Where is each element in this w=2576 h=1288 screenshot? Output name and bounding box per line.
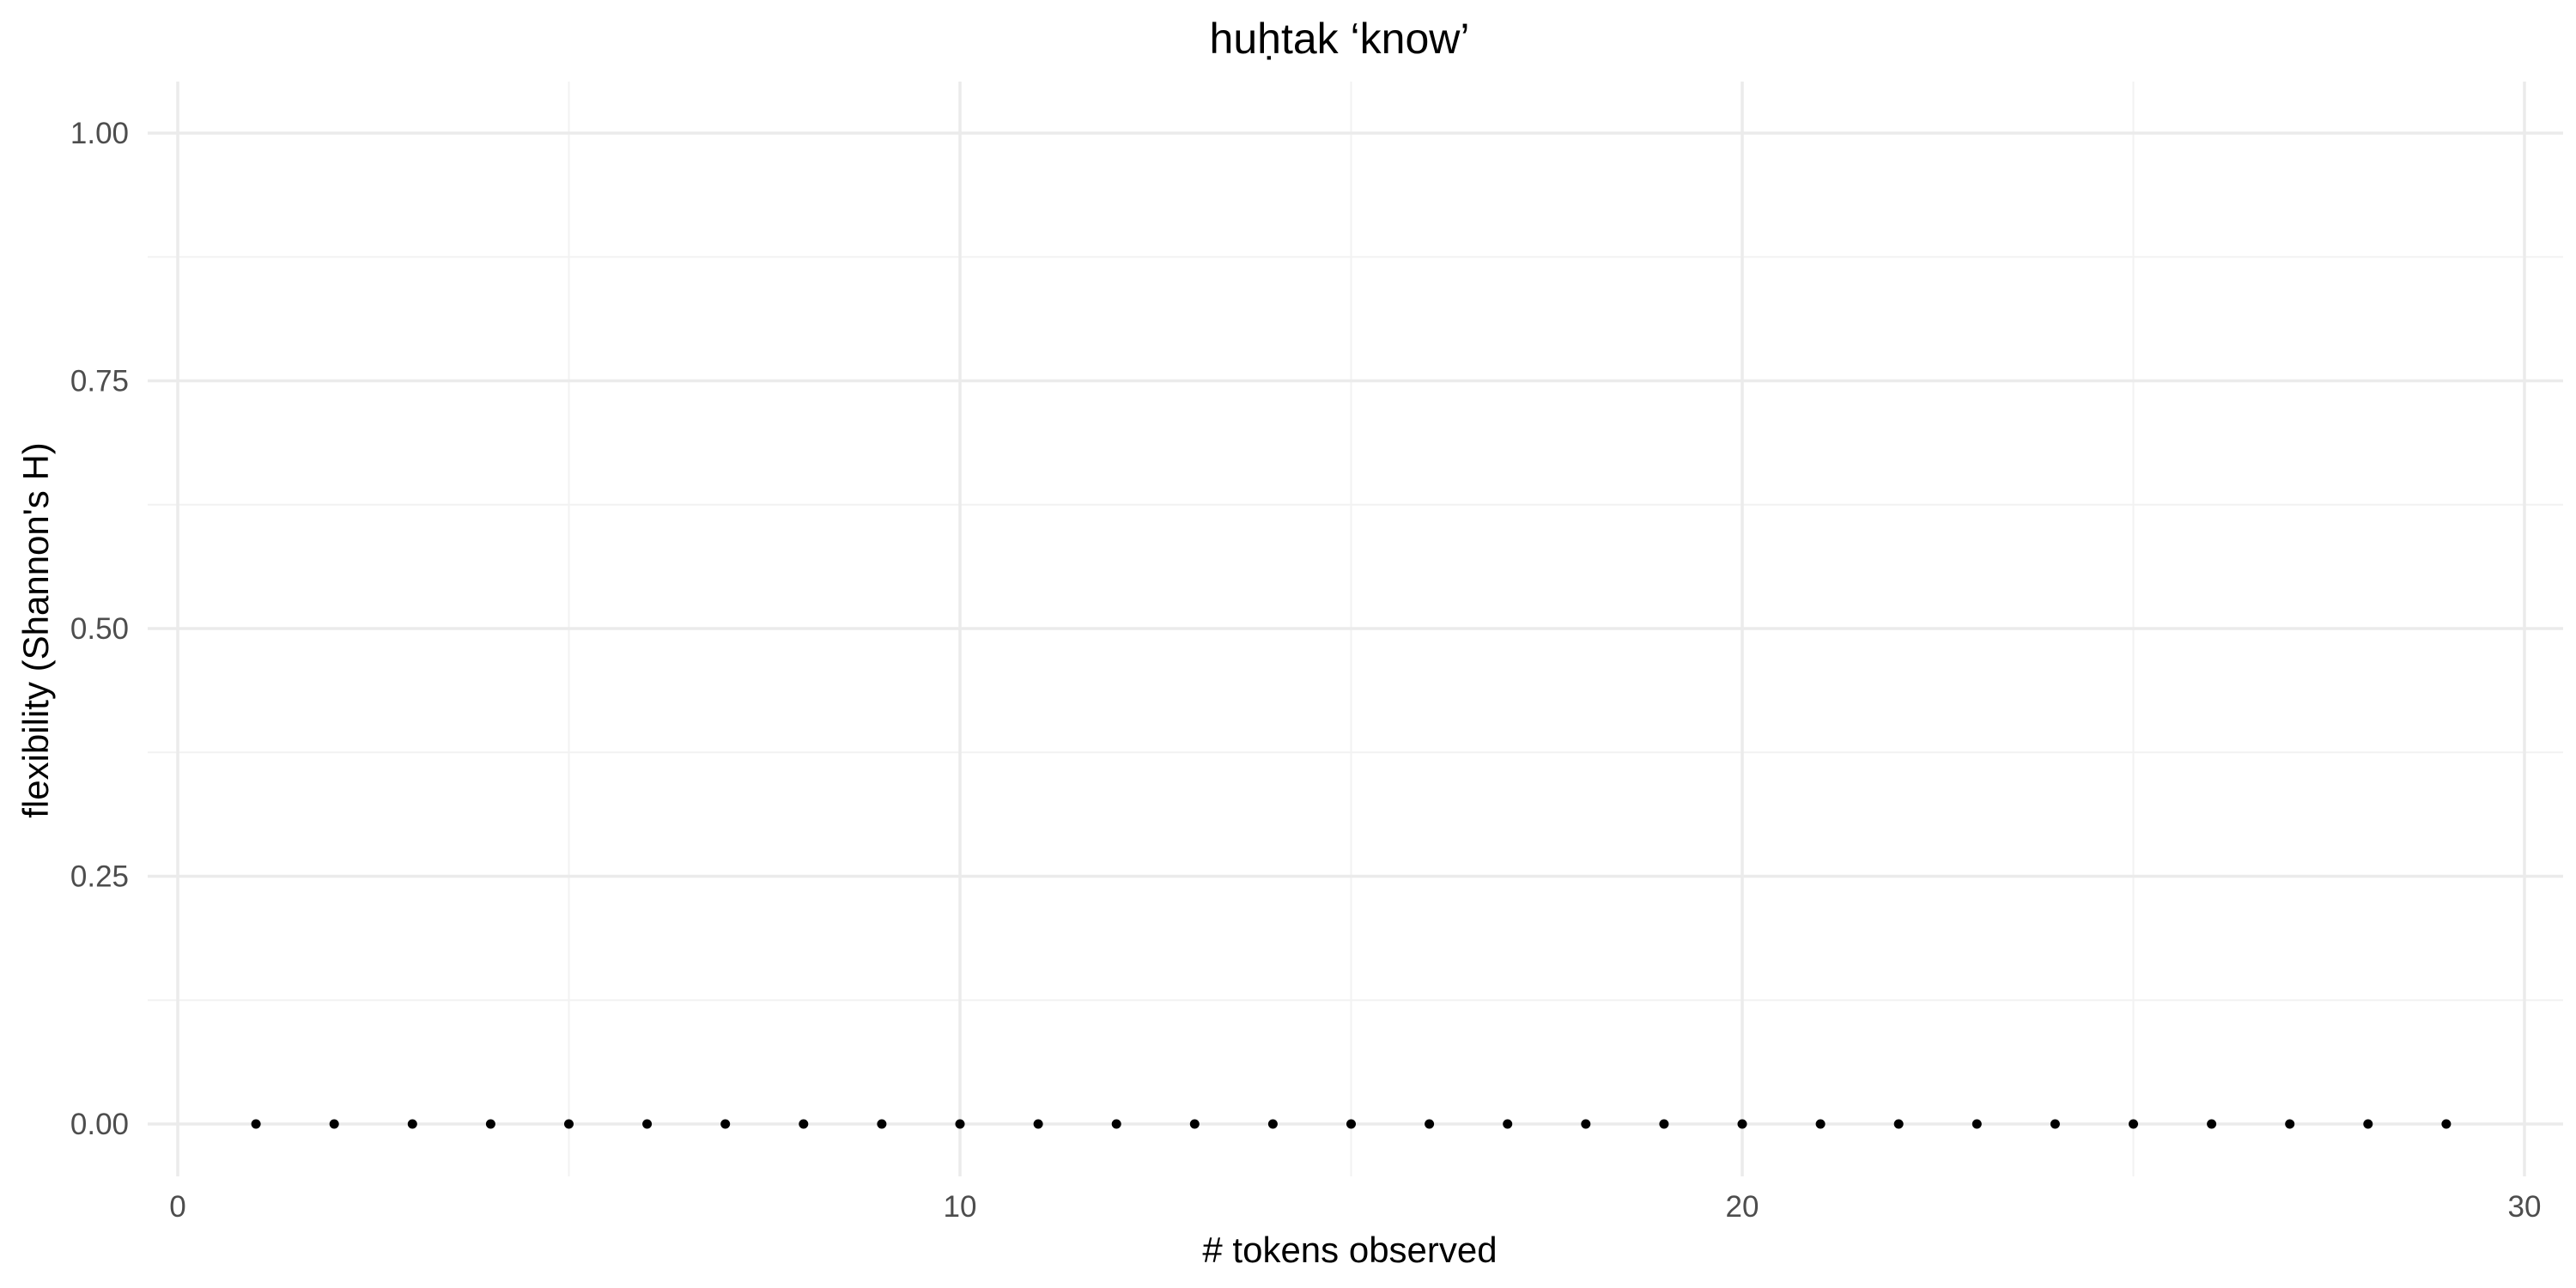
data-point xyxy=(564,1119,574,1129)
data-points xyxy=(251,1119,2451,1129)
data-point xyxy=(1581,1119,1591,1129)
data-point xyxy=(1189,1119,1200,1129)
y-tick-label: 1.00 xyxy=(70,117,129,150)
data-point xyxy=(485,1119,495,1129)
data-point xyxy=(329,1119,339,1129)
x-tick-label: 0 xyxy=(169,1190,185,1224)
data-point xyxy=(799,1119,809,1129)
data-point xyxy=(1737,1119,1747,1129)
data-point xyxy=(1033,1119,1043,1129)
y-tick-label: 0.50 xyxy=(70,612,129,646)
data-point xyxy=(1346,1119,1356,1129)
data-point xyxy=(1503,1119,1513,1129)
chart-title: huḥtak ‘know’ xyxy=(1210,15,1470,63)
x-tick-label: 10 xyxy=(944,1190,977,1224)
data-point xyxy=(2285,1119,2295,1129)
data-point xyxy=(1111,1119,1121,1129)
data-point xyxy=(2207,1119,2217,1129)
data-point xyxy=(2050,1119,2060,1129)
data-point xyxy=(1971,1119,1982,1129)
y-tick-label: 0.25 xyxy=(70,860,129,894)
data-point xyxy=(2363,1119,2373,1129)
data-point xyxy=(1893,1119,1904,1129)
data-point xyxy=(1659,1119,1669,1129)
data-point xyxy=(2441,1119,2451,1129)
x-tick-label: 20 xyxy=(1726,1190,1759,1224)
data-point xyxy=(642,1119,653,1129)
data-point xyxy=(407,1119,417,1129)
x-axis-title: # tokens observed xyxy=(1202,1230,1497,1270)
data-point xyxy=(955,1119,965,1129)
y-axis-title: flexibility (Shannon's H) xyxy=(15,442,56,818)
x-tick-label: 30 xyxy=(2508,1190,2542,1224)
data-point xyxy=(1425,1119,1435,1129)
data-point xyxy=(1815,1119,1826,1129)
data-point xyxy=(1267,1119,1278,1129)
tick-labels: 0 10 20 30 0.00 0.25 0.50 0.75 1.00 xyxy=(70,117,2542,1224)
grid xyxy=(148,82,2563,1176)
data-point xyxy=(720,1119,731,1129)
y-tick-label: 0.75 xyxy=(70,365,129,398)
data-point xyxy=(2129,1119,2138,1129)
data-point xyxy=(251,1119,261,1129)
data-point xyxy=(877,1119,887,1129)
y-tick-label: 0.00 xyxy=(70,1108,129,1141)
